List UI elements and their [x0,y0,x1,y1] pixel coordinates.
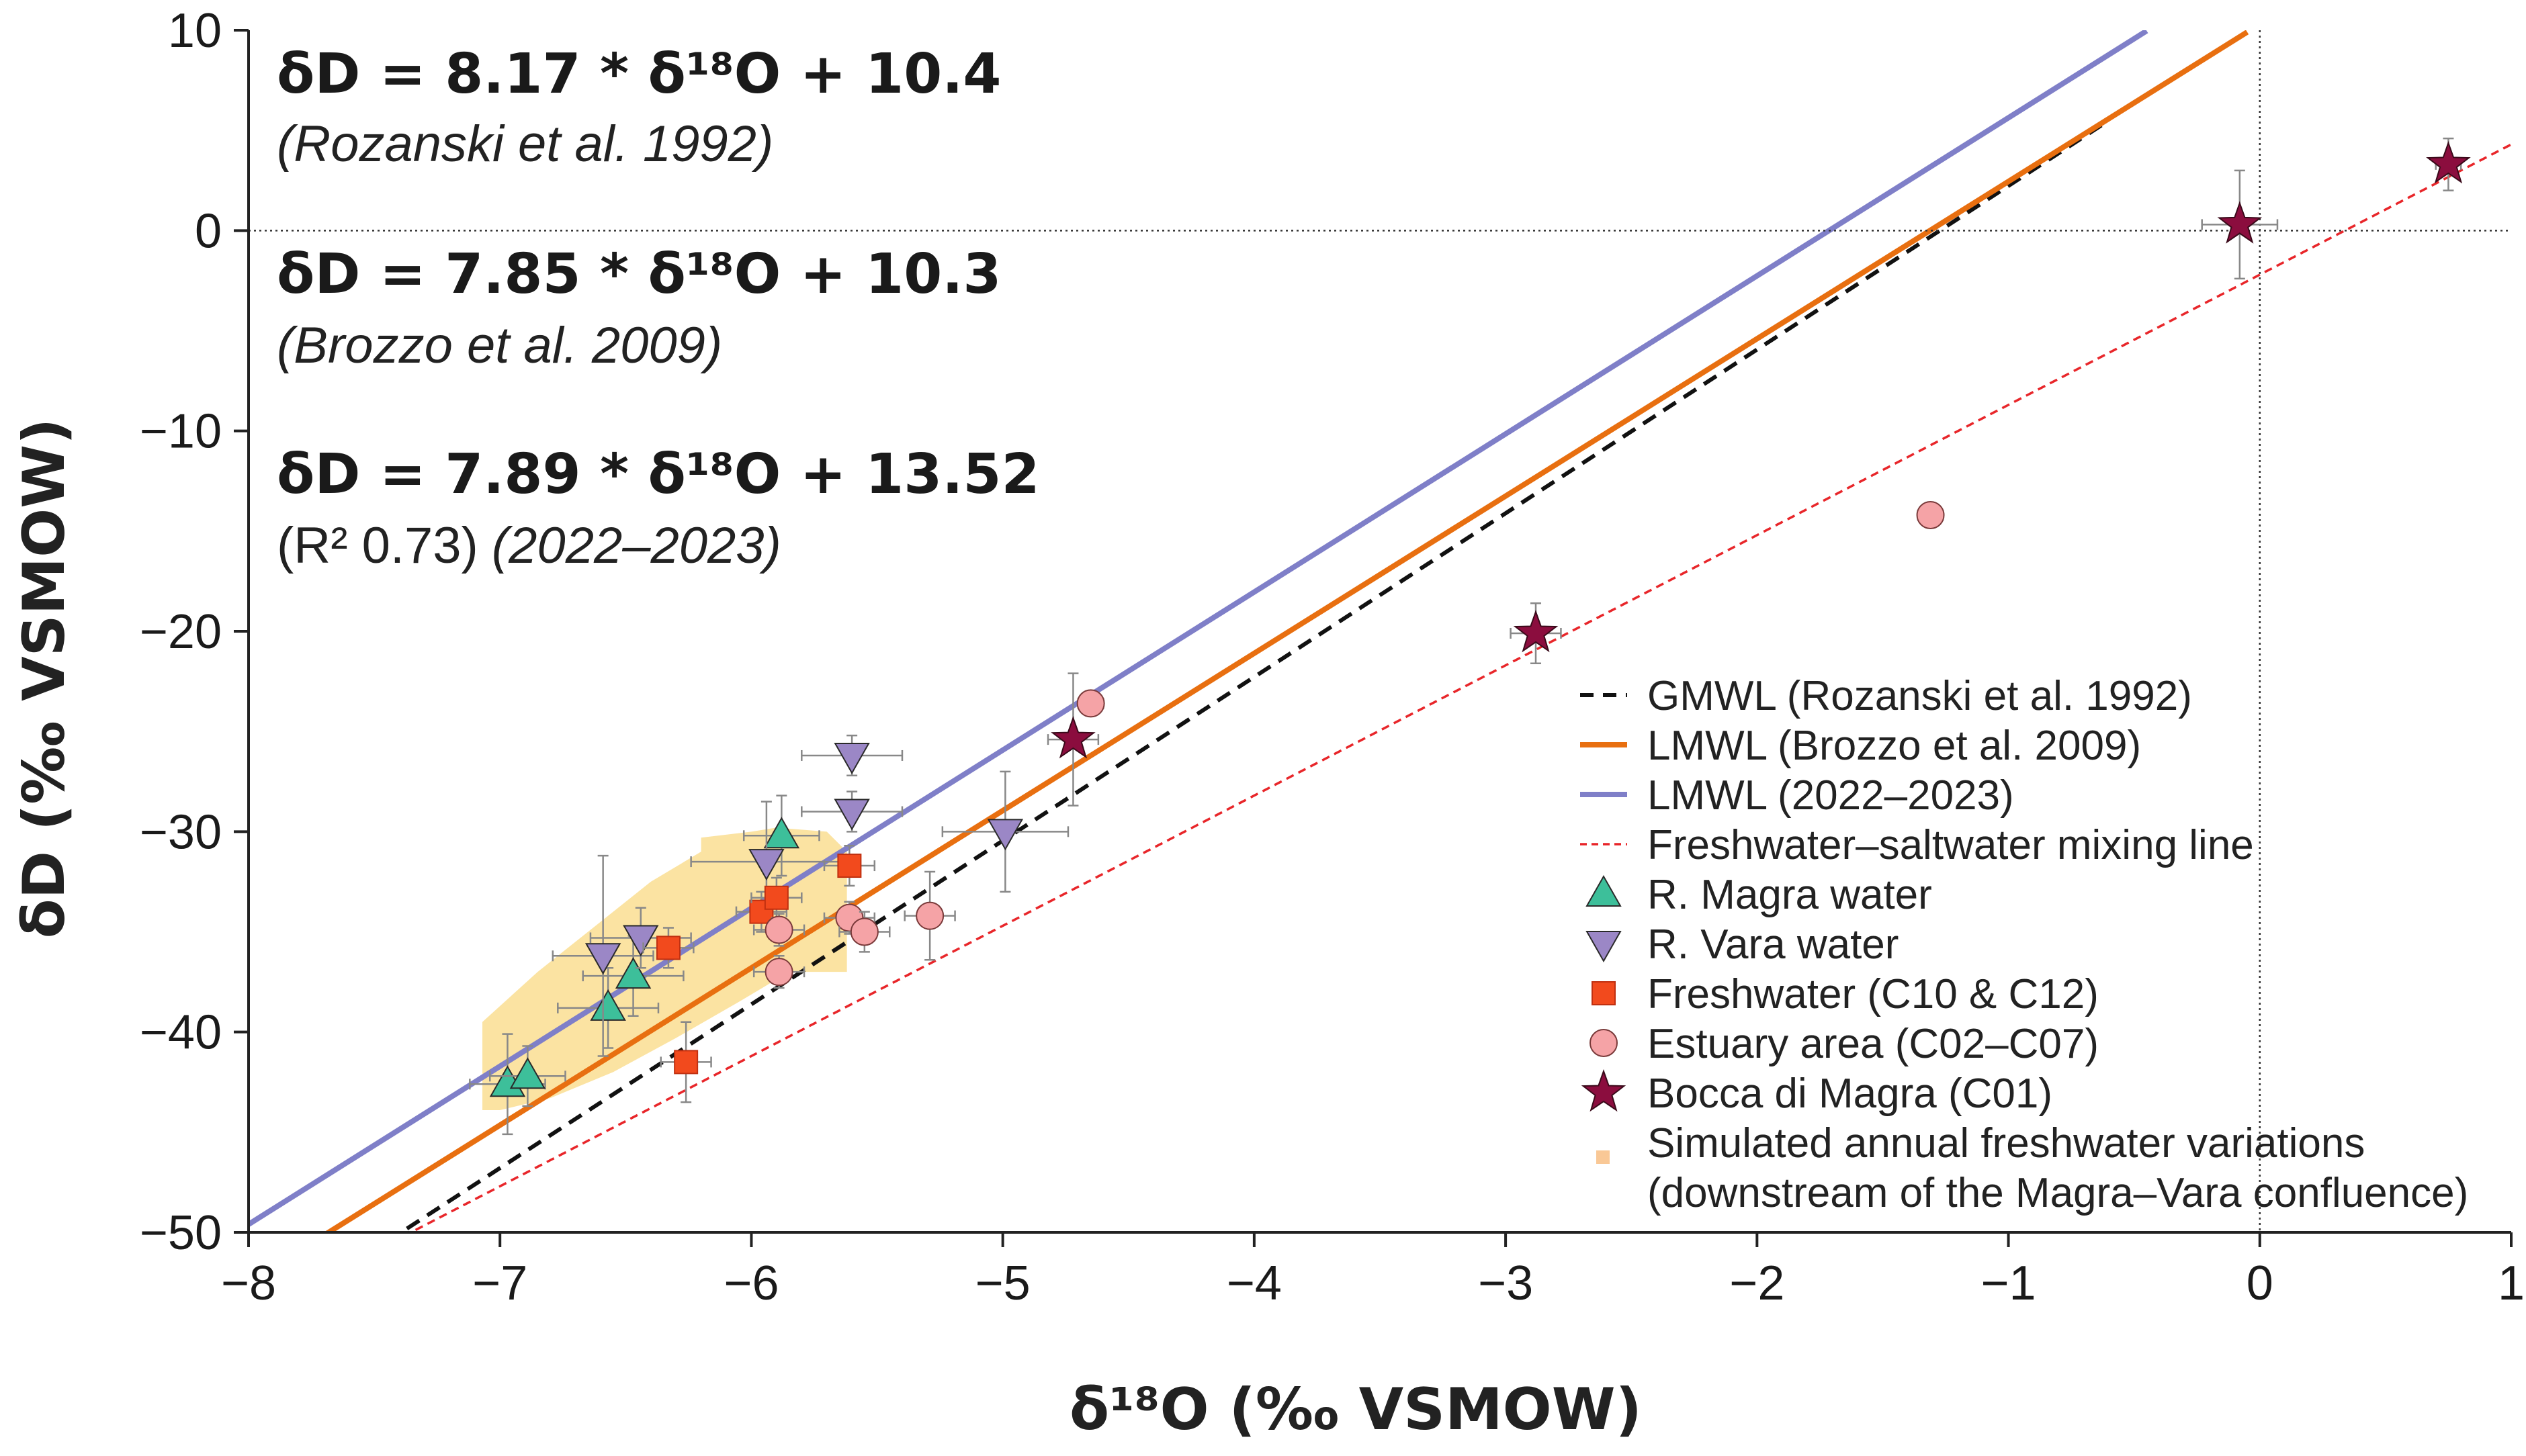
marker-triangle-down [748,849,785,881]
marker-star [1051,716,1096,759]
x-tick-label: −3 [1478,1257,1533,1310]
legend-label: LMWL (Brozzo et al. 2009) [1647,723,2141,769]
equation-lmwl-2022-text: δD = 7.89 * δ¹⁸O + 13.52 [277,443,1040,506]
legend-swatch-marker [1592,981,1616,1005]
marker-triangle-up [590,989,626,1021]
x-tick-label: −4 [1227,1257,1282,1310]
y-tick-label: −20 [140,605,222,659]
equation-lmwl-2022: δD = 7.89 * δ¹⁸O + 13.52 [277,443,1040,506]
x-tick-label: 0 [2247,1257,2273,1310]
legend-label: Estuary area (C02–C07) [1647,1021,2099,1067]
y-tick-label: 0 [195,204,222,258]
legend: GMWL (Rozanski et al. 1992)LMWL (Brozzo … [1580,673,2468,1216]
legend-label: R. Vara water [1647,921,1899,968]
y-tick-label: −40 [140,1006,222,1060]
legend-label: Freshwater–saltwater mixing line [1647,822,2254,868]
y-tick-label: −10 [140,405,222,459]
legend-swatch-marker [1585,931,1622,963]
data-point [1510,602,1562,664]
data-point [582,935,685,1017]
reference-line-3 [408,143,2511,1232]
data-point [552,854,654,1057]
y-tick-label: −30 [140,805,222,859]
marker-circle [1076,689,1105,718]
data-point [557,966,660,1049]
zero-lines-layer [249,30,2511,1232]
x-tick-label: −5 [975,1257,1031,1310]
data-point [838,911,891,953]
legend-label: GMWL (Rozanski et al. 1992) [1647,673,2192,719]
r-squared-label: (R² 0.73) [277,517,478,574]
data-point [1916,500,1945,529]
marker-triangle-down [987,819,1024,851]
data-point [823,844,876,887]
marker-triangle-down [834,742,870,774]
legend-label: R. Magra water [1647,872,1932,918]
citation-2022: (R² 0.73) (2022–2023) [277,517,781,574]
y-tick-label: −50 [140,1206,222,1260]
data-point [801,790,904,833]
legend-swatch-marker [1585,874,1622,907]
marker-circle [765,958,793,987]
y-axis-title: δD (‰ VSMOW) [11,418,78,939]
citation-rozanski: (Rozanski et al. 1992) [277,116,773,173]
data-point [489,1045,566,1107]
equation-lmwl-brozzo: δD = 7.85 * δ¹⁸O + 10.3 [277,242,1002,306]
citation-brozzo: (Brozzo et al. 2009) [277,317,722,374]
marker-triangle-up [509,1057,546,1089]
marker-star [1513,610,1559,653]
reference-line-1 [323,30,2249,1232]
data-points-layer [469,137,2471,1136]
marker-triangle-up [763,817,800,849]
marker-square [837,854,862,878]
data-point [752,955,805,989]
marker-circle [1916,500,1945,529]
legend-swatch-marker [1589,1029,1618,1057]
x-tick-label: −7 [472,1257,527,1310]
marker-triangle-up [615,957,652,989]
x-axis-title: δ¹⁸O (‰ VSMOW) [1070,1376,1642,1443]
x-tick-label: −2 [1729,1257,1784,1310]
data-point [750,876,803,919]
marker-circle [916,901,945,930]
marker-star [2426,140,2471,184]
data-point [642,927,695,969]
legend-label: Freshwater (C10 & C12) [1647,971,2099,1017]
marker-square [764,885,789,910]
data-point [2426,137,2471,191]
x-tick-label: −6 [724,1257,779,1310]
data-point [2201,169,2279,280]
marker-triangle-down [834,799,870,831]
legend-label: (downstream of the Magra–Vara confluence… [1647,1170,2468,1216]
marker-triangle-down [584,943,621,975]
data-point [1076,689,1105,718]
legend-swatch-marker [1581,1068,1626,1112]
data-point [941,770,1070,893]
legend-label: Simulated annual freshwater variations [1647,1120,2365,1167]
x-tick-label: −8 [221,1257,276,1310]
marker-square [656,936,681,960]
x-tick-label: −1 [1981,1257,2036,1310]
period-label: (2022–2023) [492,517,781,574]
marker-circle [765,915,793,944]
data-point [1047,672,1100,807]
data-point [589,907,692,969]
legend-swatch-region [1596,1150,1610,1164]
marker-star [2217,201,2263,244]
data-point [904,870,956,961]
data-point [801,734,904,777]
legend-label: Bocca di Magra (C01) [1647,1071,2052,1117]
y-tick-label: 10 [168,4,222,58]
x-tick-label: 1 [2498,1257,2525,1310]
marker-circle [850,917,879,946]
marker-square [674,1050,699,1075]
marker-triangle-down [623,925,659,957]
equation-gmwl: δD = 8.17 * δ¹⁸O + 10.4 [277,42,1002,106]
data-point [660,1021,712,1103]
data-point [752,913,805,947]
legend-label: LMWL (2022–2023) [1647,772,2014,819]
